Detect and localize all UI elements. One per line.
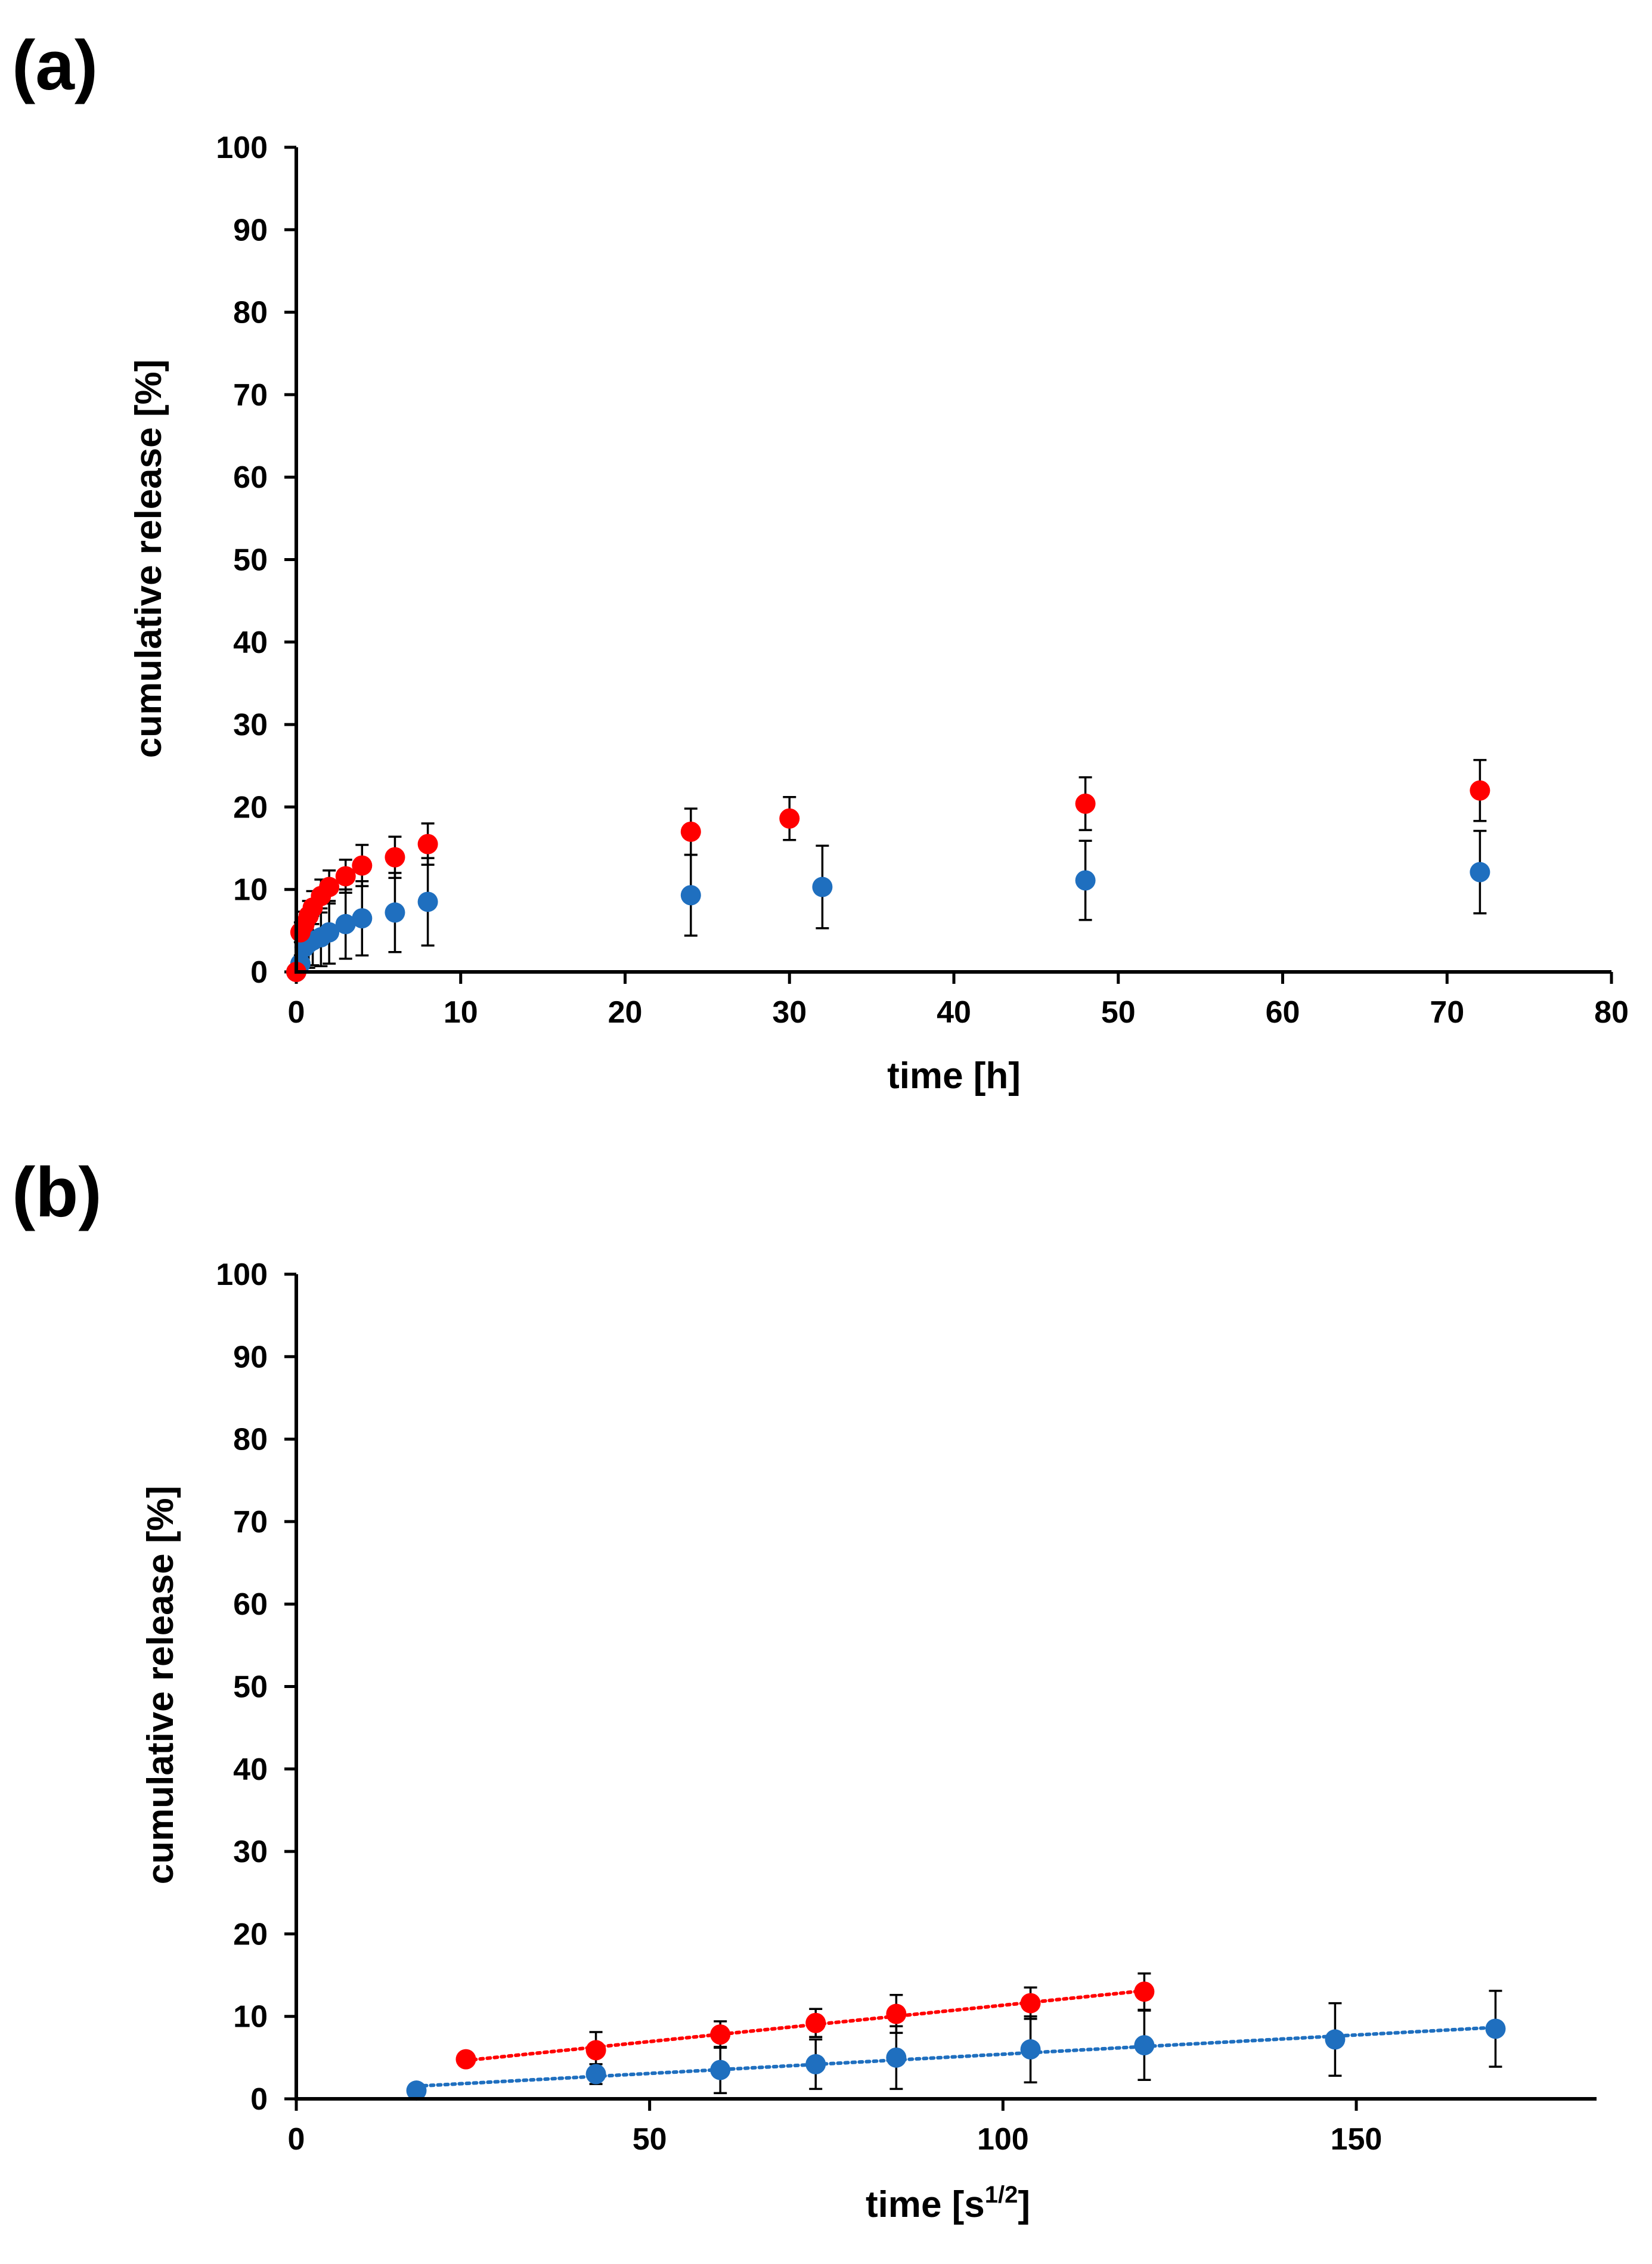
y-tick-label: 50 bbox=[233, 543, 268, 578]
data-point-blue bbox=[335, 913, 356, 934]
x-axis-title: time [h] bbox=[887, 1055, 1021, 1097]
panel-label-b: (b) bbox=[12, 1153, 102, 1232]
data-point-red bbox=[805, 2012, 826, 2033]
x-tick-label: 80 bbox=[1594, 995, 1629, 1030]
x-tick-label: 0 bbox=[288, 995, 305, 1030]
x-tick-label: 150 bbox=[1331, 2122, 1383, 2157]
y-tick-label: 70 bbox=[233, 378, 268, 413]
data-point-red bbox=[886, 2003, 907, 2024]
y-tick-label: 80 bbox=[233, 1423, 268, 1457]
y-tick-label: 40 bbox=[233, 1752, 268, 1787]
y-tick-label: 100 bbox=[216, 131, 268, 165]
y-tick-label: 80 bbox=[233, 296, 268, 330]
y-axis-title: cumulative release [%] bbox=[140, 1486, 181, 1885]
data-point-blue bbox=[1485, 2018, 1506, 2039]
data-point-blue bbox=[1075, 870, 1096, 891]
y-tick-label: 30 bbox=[233, 1835, 268, 1869]
data-point-blue bbox=[319, 922, 340, 943]
y-tick-label: 10 bbox=[233, 2000, 268, 2034]
y-tick-label: 50 bbox=[233, 1670, 268, 1705]
axis-ticks: 0 10 20 30 40 50 60 70 80 90 100 0 10 20 30 40 50 60 70 80 bbox=[216, 131, 1629, 1030]
data-point-blue bbox=[1325, 2029, 1346, 2050]
trendline-red bbox=[464, 1989, 1146, 2062]
data-point-blue bbox=[680, 885, 701, 906]
data-point-blue bbox=[1470, 862, 1490, 882]
data-point-red bbox=[680, 821, 701, 842]
data-point-red bbox=[1075, 793, 1096, 814]
data-point-red bbox=[1470, 780, 1490, 801]
x-tick-label: 60 bbox=[1266, 995, 1300, 1030]
x-tick-label: 50 bbox=[1101, 995, 1136, 1030]
y-tick-label: 60 bbox=[233, 1587, 268, 1622]
axis-ticks: 0 10 20 30 40 50 60 70 80 90 100 0 50 100 150 bbox=[216, 1258, 1382, 2157]
data-point-blue bbox=[710, 2059, 731, 2080]
y-tick-label: 70 bbox=[233, 1505, 268, 1540]
y-tick-label: 10 bbox=[233, 873, 268, 908]
y-tick-label: 20 bbox=[233, 1917, 268, 1952]
y-tick-label: 0 bbox=[250, 2082, 268, 2117]
x-tick-label: 100 bbox=[977, 2122, 1029, 2157]
data-point-blue bbox=[385, 902, 405, 923]
data-point-red bbox=[1020, 1993, 1041, 2014]
y-axis-title: cumulative release [%] bbox=[128, 360, 169, 758]
data-point-blue bbox=[585, 2064, 606, 2085]
panel-label-a: (a) bbox=[12, 26, 98, 105]
data-point-red bbox=[1134, 1981, 1155, 2002]
x-axis-title-main: time [s bbox=[866, 2184, 985, 2225]
data-point-red bbox=[585, 2040, 606, 2061]
data-point-red bbox=[710, 2024, 731, 2045]
data-point-red bbox=[319, 877, 340, 897]
x-tick-label: 20 bbox=[608, 995, 643, 1030]
y-tick-label: 20 bbox=[233, 790, 268, 825]
x-tick-label: 10 bbox=[444, 995, 478, 1030]
data-point-blue bbox=[1134, 2035, 1155, 2056]
data-point-blue bbox=[805, 2054, 826, 2074]
x-axis-title: time [s1/2] bbox=[866, 2182, 1030, 2225]
plot-marks bbox=[286, 758, 1490, 982]
data-point-red bbox=[779, 808, 800, 829]
data-point-blue bbox=[406, 2080, 427, 2101]
data-point-blue bbox=[352, 908, 373, 929]
y-tick-label: 100 bbox=[216, 1258, 268, 1292]
x-tick-label: 50 bbox=[633, 2122, 667, 2157]
x-tick-label: 30 bbox=[772, 995, 807, 1030]
data-point-blue bbox=[812, 877, 833, 897]
x-tick-label: 70 bbox=[1430, 995, 1464, 1030]
chart-panel-a: (a) cumulative release [%] time [h] 0 10 2… bbox=[12, 26, 1629, 1097]
x-axis-title-superscript: 1/2 bbox=[985, 2182, 1018, 2208]
y-tick-label: 0 bbox=[250, 955, 268, 990]
y-tick-label: 30 bbox=[233, 708, 268, 742]
data-point-red bbox=[417, 834, 438, 854]
data-point-blue bbox=[417, 891, 438, 912]
data-point-red bbox=[335, 866, 356, 887]
data-point-red bbox=[385, 847, 405, 868]
data-point-red bbox=[455, 2049, 476, 2070]
data-point-red bbox=[352, 855, 373, 876]
y-tick-label: 40 bbox=[233, 625, 268, 660]
data-point-blue bbox=[1020, 2039, 1041, 2060]
y-tick-label: 90 bbox=[233, 213, 268, 247]
chart-panel-b: (b) cumulative release [%] time [s1/2] 0… bbox=[12, 1153, 1597, 2225]
y-tick-label: 90 bbox=[233, 1340, 268, 1374]
x-tick-label: 0 bbox=[288, 2122, 305, 2157]
plot-marks bbox=[406, 1972, 1506, 2101]
x-axis-title-suffix: ] bbox=[1018, 2184, 1030, 2225]
y-tick-label: 60 bbox=[233, 460, 268, 495]
data-point-blue bbox=[886, 2047, 907, 2068]
x-tick-label: 40 bbox=[937, 995, 971, 1030]
